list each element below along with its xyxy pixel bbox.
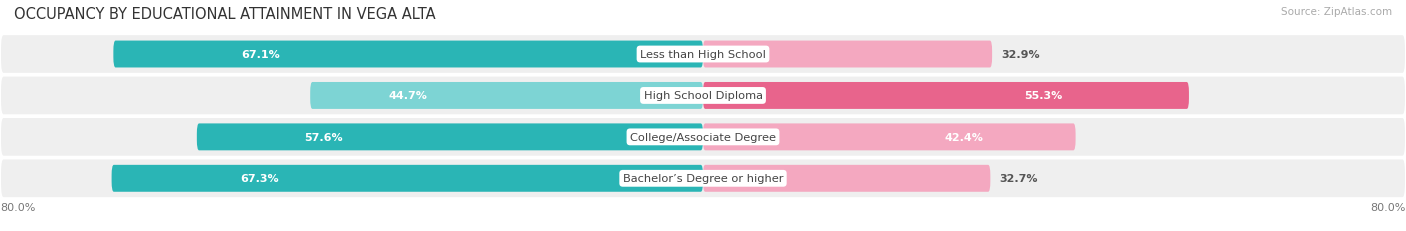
FancyBboxPatch shape bbox=[0, 76, 1406, 116]
Text: 32.9%: 32.9% bbox=[1001, 50, 1039, 60]
Text: High School Diploma: High School Diploma bbox=[644, 91, 762, 101]
FancyBboxPatch shape bbox=[197, 124, 703, 151]
FancyBboxPatch shape bbox=[703, 124, 1076, 151]
Text: Less than High School: Less than High School bbox=[640, 50, 766, 60]
FancyBboxPatch shape bbox=[311, 83, 703, 109]
Text: 57.6%: 57.6% bbox=[304, 132, 343, 142]
Text: 55.3%: 55.3% bbox=[1024, 91, 1063, 101]
Text: College/Associate Degree: College/Associate Degree bbox=[630, 132, 776, 142]
Text: 44.7%: 44.7% bbox=[389, 91, 427, 101]
FancyBboxPatch shape bbox=[0, 118, 1406, 157]
Text: 80.0%: 80.0% bbox=[1371, 202, 1406, 213]
Text: OCCUPANCY BY EDUCATIONAL ATTAINMENT IN VEGA ALTA: OCCUPANCY BY EDUCATIONAL ATTAINMENT IN V… bbox=[14, 7, 436, 22]
Text: 32.7%: 32.7% bbox=[1000, 173, 1038, 183]
FancyBboxPatch shape bbox=[703, 41, 993, 68]
Text: Bachelor’s Degree or higher: Bachelor’s Degree or higher bbox=[623, 173, 783, 183]
Text: 80.0%: 80.0% bbox=[0, 202, 35, 213]
FancyBboxPatch shape bbox=[114, 41, 703, 68]
FancyBboxPatch shape bbox=[703, 83, 1189, 109]
FancyBboxPatch shape bbox=[703, 165, 990, 192]
FancyBboxPatch shape bbox=[111, 165, 703, 192]
FancyBboxPatch shape bbox=[0, 35, 1406, 75]
Text: 67.1%: 67.1% bbox=[242, 50, 280, 60]
Text: Source: ZipAtlas.com: Source: ZipAtlas.com bbox=[1281, 7, 1392, 17]
Text: 67.3%: 67.3% bbox=[240, 173, 278, 183]
Text: 42.4%: 42.4% bbox=[945, 132, 983, 142]
FancyBboxPatch shape bbox=[0, 159, 1406, 198]
